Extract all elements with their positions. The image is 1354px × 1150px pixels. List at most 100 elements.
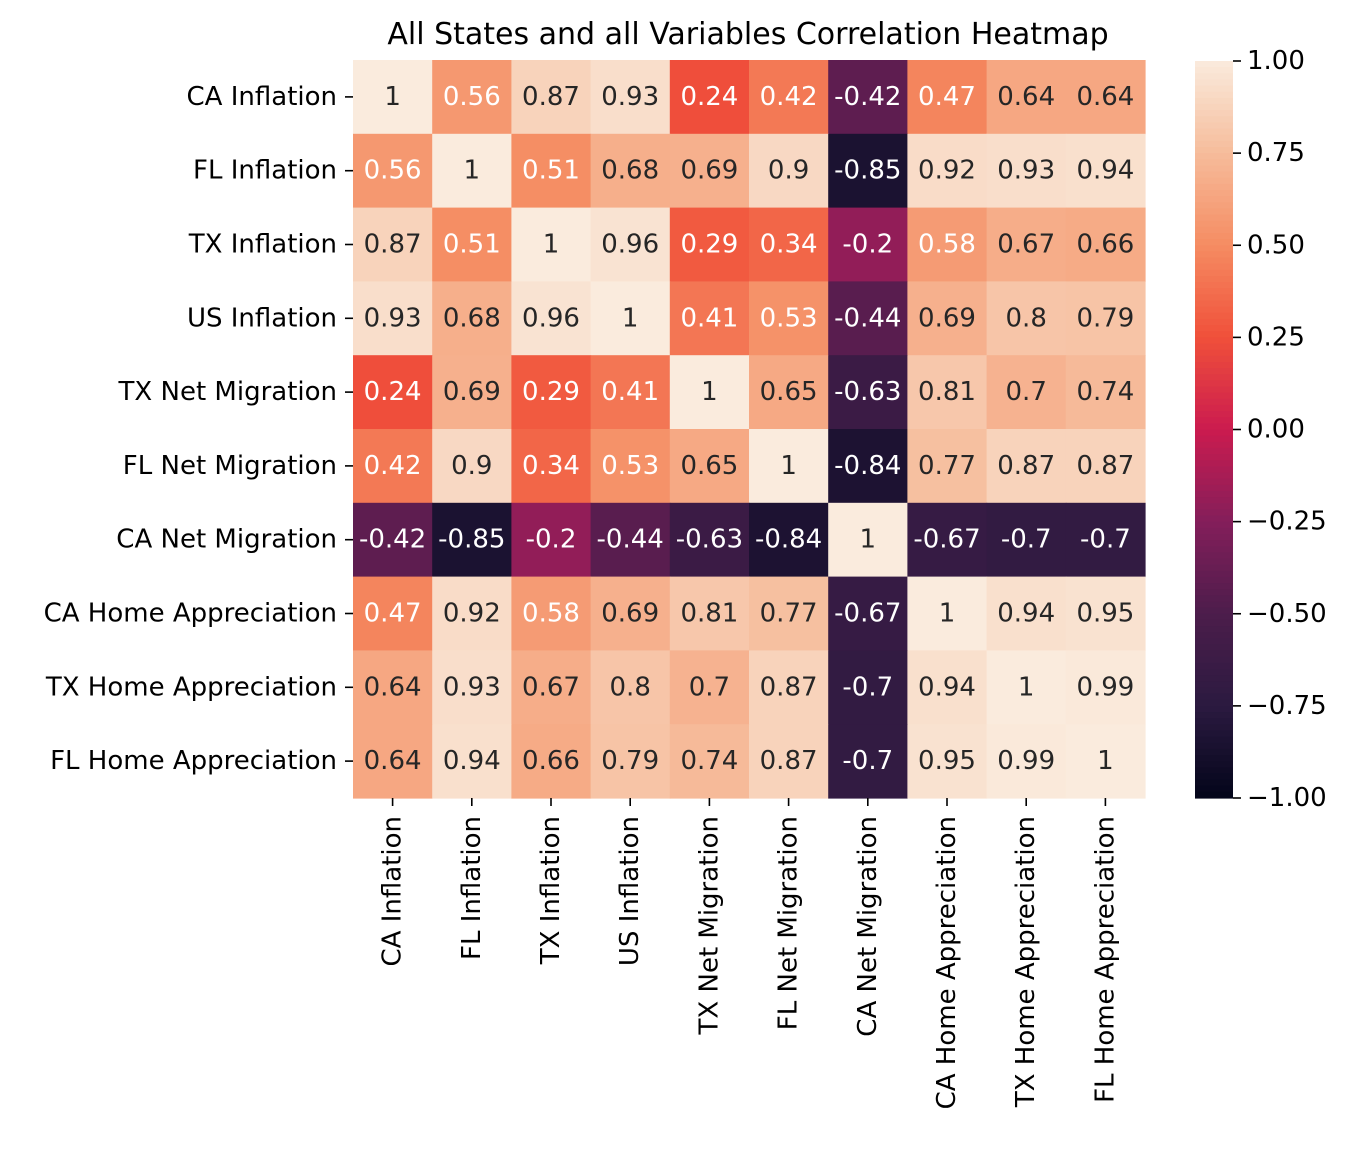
colorbar-segment xyxy=(1195,312,1233,320)
cell-value-label: 0.41 xyxy=(680,303,738,333)
colorbar-segment xyxy=(1195,263,1233,271)
heatmap-cell xyxy=(828,355,908,430)
cell-value-label: 0.34 xyxy=(522,451,580,481)
colorbar-segment xyxy=(1195,595,1233,603)
heatmap-cell xyxy=(828,60,908,135)
y-tick-label-fl-inflation: FL Inflation xyxy=(193,156,337,186)
heatmap-cell xyxy=(432,576,512,651)
colorbar-segment xyxy=(1195,189,1233,197)
cell-value-label: 0.94 xyxy=(1076,156,1134,186)
heatmap-cell xyxy=(828,281,908,356)
colorbar-segment xyxy=(1195,540,1233,547)
colorbar-segment xyxy=(1195,146,1233,154)
cell-value-label: 1 xyxy=(1097,746,1114,776)
cell-value-label: -0.7 xyxy=(842,746,893,776)
colorbar-tick-label: −1.00 xyxy=(1247,783,1327,813)
heatmap-cell xyxy=(590,207,671,282)
cell-value-label: 0.94 xyxy=(997,599,1055,629)
heatmap-cell xyxy=(907,355,988,430)
cell-value-label: 0.69 xyxy=(680,156,738,186)
colorbar-segment xyxy=(1195,718,1233,725)
colorbar-segment xyxy=(1195,153,1233,160)
cell-value-label: 0.99 xyxy=(1076,672,1134,702)
cell-value-label: 0.87 xyxy=(760,672,818,702)
y-tick-label-tx-inflation: TX Inflation xyxy=(188,230,337,260)
colorbar-segment xyxy=(1195,404,1233,412)
heatmap-cell xyxy=(669,60,750,135)
y-tick-label-fl-home-appreciation: FL Home Appreciation xyxy=(50,746,337,776)
colorbar-segment xyxy=(1195,546,1233,553)
heatmap-cell xyxy=(986,502,1067,578)
cell-value-label: 0.65 xyxy=(760,377,818,407)
cell-value-label: 0.93 xyxy=(601,82,659,112)
heatmap-cell xyxy=(749,355,829,430)
colorbar-segment xyxy=(1195,417,1233,424)
heatmap-cell xyxy=(1065,133,1146,209)
colorbar-segment xyxy=(1195,699,1233,707)
heatmap-cell xyxy=(669,650,750,725)
heatmap-cell xyxy=(353,281,433,356)
heatmap-cell xyxy=(1065,429,1146,504)
heatmap-cell xyxy=(986,650,1067,725)
colorbar-segment xyxy=(1195,429,1233,437)
cell-value-label: 0.56 xyxy=(443,82,501,112)
heatmap-cell xyxy=(749,576,829,651)
heatmap-cell xyxy=(432,355,512,430)
colorbar-segment xyxy=(1195,165,1233,173)
cell-value-label: -0.42 xyxy=(834,82,901,112)
heatmap-cell xyxy=(353,133,433,209)
cell-value-label: -0.7 xyxy=(1001,525,1052,555)
heatmap-cell xyxy=(749,60,829,135)
cell-value-label: 1 xyxy=(464,156,481,186)
colorbar-segment xyxy=(1195,171,1233,179)
cell-value-label: 0.69 xyxy=(443,377,501,407)
colorbar-segment xyxy=(1195,288,1233,295)
heatmap-cell xyxy=(828,650,908,725)
cell-value-label: 0.95 xyxy=(1076,599,1134,629)
colorbar-segment xyxy=(1195,177,1233,185)
cell-value-label: 0.24 xyxy=(364,377,422,407)
cell-value-label: 0.66 xyxy=(1076,230,1134,260)
heatmap-cell xyxy=(986,281,1067,356)
heatmap-cell xyxy=(511,502,592,578)
colorbar-tick-label: −0.25 xyxy=(1247,507,1327,537)
cell-value-label: 0.51 xyxy=(443,230,501,260)
cell-value-label: 1 xyxy=(939,599,956,629)
colorbar-segment xyxy=(1195,122,1233,130)
colorbar-segment xyxy=(1195,128,1233,136)
colorbar-segment xyxy=(1195,527,1233,535)
cell-value-label: 0.66 xyxy=(522,746,580,776)
colorbar-segment xyxy=(1195,791,1233,799)
cell-value-label: 1 xyxy=(622,303,639,333)
cell-value-label: 0.92 xyxy=(443,599,501,629)
colorbar: 1.00 0.75 0.50 0.25 0.00 −0.25 −0.50 −0.75 −1.00 xyxy=(1195,46,1327,813)
cell-value-label: 0.77 xyxy=(760,599,818,629)
colorbar-segment xyxy=(1195,392,1233,400)
cell-value-label: 0.93 xyxy=(364,303,422,333)
colorbar-segment xyxy=(1195,306,1233,314)
heatmap-cell xyxy=(1065,60,1146,135)
cell-value-label: 0.58 xyxy=(522,599,580,629)
heatmap-cell xyxy=(590,429,671,504)
colorbar-segment xyxy=(1195,773,1233,781)
cell-value-label: 0.42 xyxy=(364,451,422,481)
colorbar-segment xyxy=(1195,79,1233,87)
heatmap-cell xyxy=(907,576,988,651)
cell-value-label: 0.87 xyxy=(522,82,580,112)
y-tick-label-ca-home-appreciation: CA Home Appreciation xyxy=(44,599,337,629)
y-tick-label-ca-inflation: CA Inflation xyxy=(187,82,337,112)
cell-value-label: 0.87 xyxy=(364,230,422,260)
heatmap-cell xyxy=(432,281,512,356)
colorbar-segment xyxy=(1195,779,1233,787)
colorbar-segment xyxy=(1195,349,1233,357)
colorbar-segment xyxy=(1195,103,1233,111)
colorbar-segment xyxy=(1195,693,1233,701)
chart-title: All States and all Variables Correlation… xyxy=(387,17,1108,52)
colorbar-segment xyxy=(1195,380,1233,388)
colorbar-segment xyxy=(1195,331,1233,338)
colorbar-segment xyxy=(1195,619,1233,627)
colorbar-segment xyxy=(1195,300,1233,308)
heatmap-cell xyxy=(432,650,512,725)
